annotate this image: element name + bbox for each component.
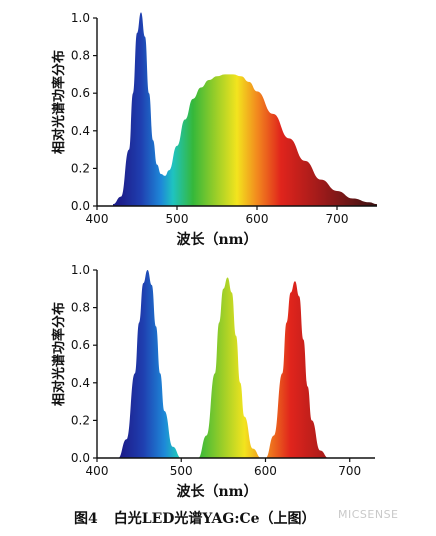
watermark: MICSENSE <box>336 508 401 521</box>
x-tick-label: 400 <box>86 212 109 226</box>
figure-caption: 图4 白光LED光谱YAG:Ce（上图） <box>74 508 316 528</box>
y-tick-label: 0.6 <box>71 338 90 352</box>
chart-yag-ce: 0.0 0.2 0.4 0.6 0.8 1.0 400 500 600 700 波长（nm） 相对光谱… <box>51 11 377 248</box>
x-tick-label: 500 <box>170 464 193 478</box>
x-axis-label: 波长（nm） <box>177 483 258 500</box>
y-tick-label: 0.6 <box>71 86 90 100</box>
y-axis-label: 相对光谱功率分布 <box>51 50 67 154</box>
x-axis-label: 波长（nm） <box>177 231 258 248</box>
y-tick-label: 1.0 <box>71 11 90 25</box>
spectrum-area-2 <box>198 277 262 458</box>
y-tick-label: 0.2 <box>71 161 90 175</box>
figure-title: 白光LED光谱YAG:Ce（上图） <box>113 511 316 527</box>
y-tick-label: 0.0 <box>71 199 90 213</box>
y-tick-label: 0.0 <box>71 451 90 465</box>
y-tick-label: 0.2 <box>71 413 90 427</box>
y-tick-label: 0.4 <box>71 376 90 390</box>
x-tick-label: 500 <box>166 212 189 226</box>
y-axis-label: 相对光谱功率分布 <box>51 302 67 406</box>
y-tick-label: 0.8 <box>71 301 90 315</box>
x-tick-label: 600 <box>254 464 277 478</box>
figure-number: 图4 <box>74 511 98 527</box>
x-tick-label: 700 <box>326 212 349 226</box>
spectrum-area-3 <box>265 281 329 458</box>
x-tick-label: 700 <box>338 464 361 478</box>
spectrum-area-1 <box>113 12 377 206</box>
y-tick-label: 0.8 <box>71 49 90 63</box>
spectrum-area-1 <box>118 270 182 458</box>
chart-rgb: 0.0 0.2 0.4 0.6 0.8 1.0 400 500 600 700 波长（nm） 相对光谱… <box>51 263 375 500</box>
y-tick-label: 1.0 <box>71 263 90 277</box>
x-tick-label: 400 <box>86 464 109 478</box>
x-tick-label: 600 <box>246 212 269 226</box>
y-tick-label: 0.4 <box>71 124 90 138</box>
